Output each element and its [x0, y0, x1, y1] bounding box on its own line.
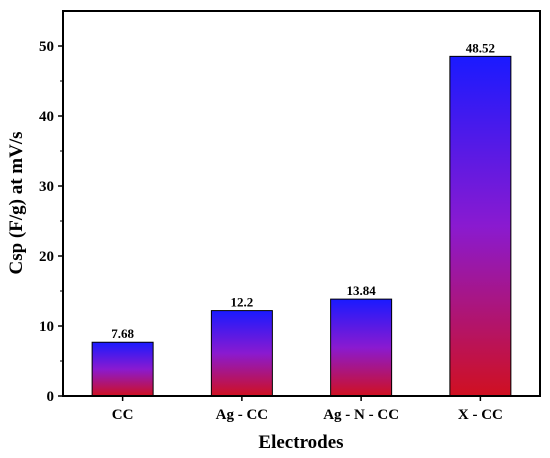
data-label-3: 48.52 [466, 40, 495, 55]
x-tick-label-1: Ag - CC [216, 407, 269, 423]
bars [91, 55, 512, 397]
x-tick-label-0: CC [112, 407, 134, 423]
y-tick-label-5: 50 [39, 39, 54, 55]
y-tick-label-0: 0 [47, 389, 55, 405]
x-tick-label-2: Ag - N - CC [323, 407, 399, 423]
y-axis-ticks: 0 10 20 30 40 50 [39, 39, 63, 405]
y-tick-label-4: 40 [39, 109, 54, 125]
x-axis-title: Electrodes [258, 432, 343, 453]
y-axis-title: Csp (F/g) at mV/s [6, 131, 27, 274]
data-label-2: 13.84 [347, 283, 377, 298]
bar-3 [449, 55, 512, 397]
x-axis-ticks: CC Ag - CC Ag - N - CC X - CC [112, 396, 503, 423]
data-labels: 7.68 12.2 13.84 48.52 [111, 40, 495, 341]
bar-1 [210, 310, 273, 397]
bar-0 [91, 341, 154, 397]
data-label-0: 7.68 [111, 326, 134, 341]
bar-2 [330, 298, 393, 397]
y-tick-label-1: 10 [39, 319, 54, 335]
y-tick-label-2: 20 [39, 249, 54, 265]
x-tick-label-3: X - CC [458, 407, 503, 423]
y-tick-label-3: 30 [39, 179, 54, 195]
data-label-1: 12.2 [231, 295, 254, 310]
plot-frame [62, 10, 541, 397]
